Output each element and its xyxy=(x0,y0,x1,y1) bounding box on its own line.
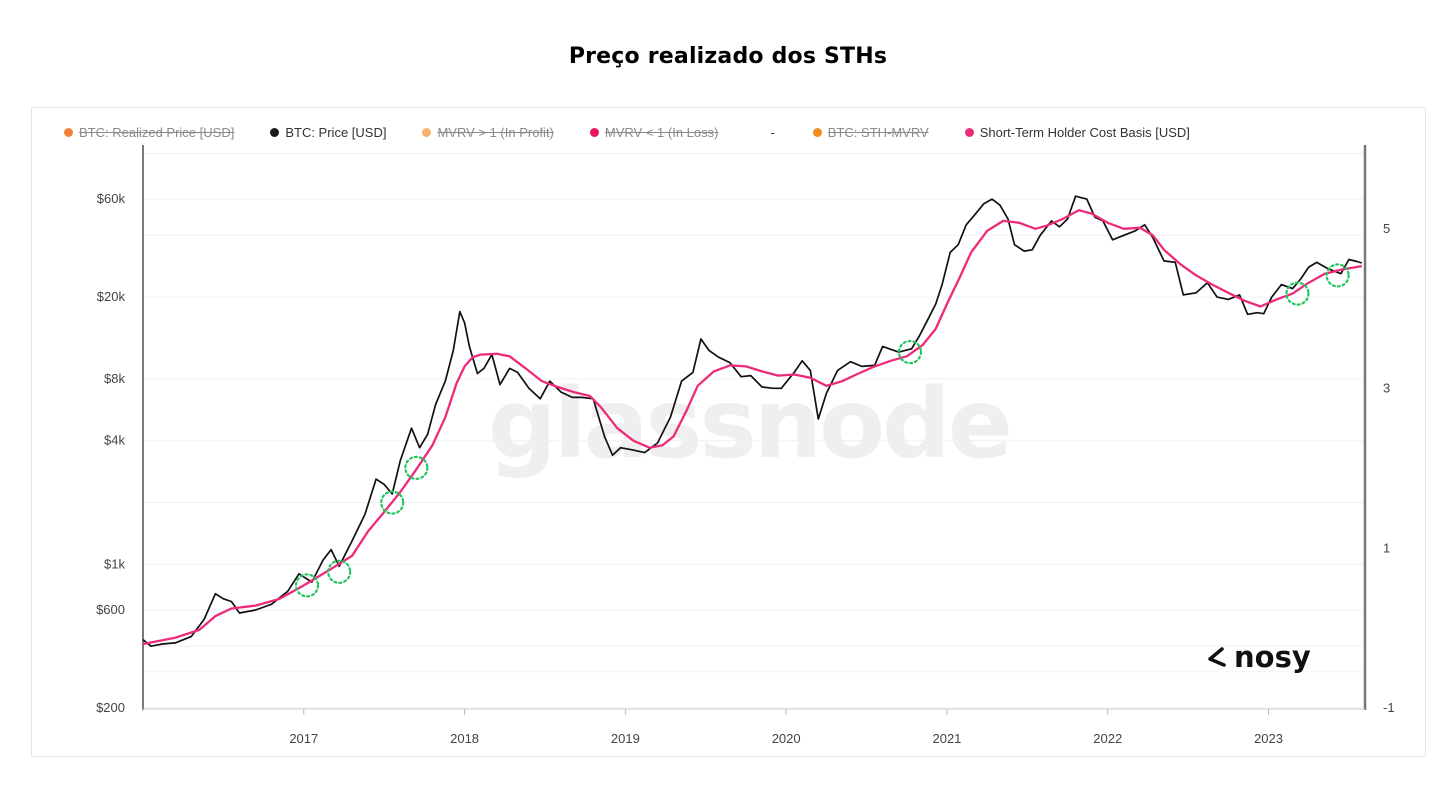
y-tick-label: $4k xyxy=(104,433,125,448)
x-tick-label: 2019 xyxy=(611,731,640,746)
y2-tick-label: 3 xyxy=(1383,381,1390,396)
page-title: Preço realizado dos STHs xyxy=(568,44,888,69)
annotation-circle xyxy=(1285,281,1310,306)
annotation-circle xyxy=(380,490,405,515)
legend-dot-icon xyxy=(812,127,822,137)
chart-axes xyxy=(142,145,1367,715)
legend-label: BTC: Realized Price [USD] xyxy=(79,124,235,140)
x-tick-label: 2023 xyxy=(1254,731,1283,746)
legend-item[interactable]: BTC: STH-MVRV xyxy=(812,124,929,140)
legend-label: MVRV < 1 (In Loss) xyxy=(604,124,719,140)
glassnode-watermark: glassnode xyxy=(488,368,1013,480)
y2-tick-label: 1 xyxy=(1383,540,1390,555)
y2-tick-label: 5 xyxy=(1383,221,1390,236)
price-line xyxy=(142,195,1363,648)
x-tick-label: 2022 xyxy=(1093,731,1122,746)
nosy-logo-text: nosy xyxy=(1234,640,1311,674)
y-tick-label: $200 xyxy=(96,700,125,715)
annotation-circle xyxy=(327,559,352,584)
legend-item[interactable]: MVRV > 1 (In Profit) xyxy=(422,124,554,140)
nosy-mark-icon xyxy=(1208,647,1226,667)
y2-tick-label: -1 xyxy=(1383,700,1395,715)
chart-legend: BTC: Realized Price [USD] BTC: Price [USD… xyxy=(64,122,1190,142)
annotation-circle xyxy=(294,573,320,598)
chart-series xyxy=(142,195,1363,648)
legend-label: BTC: Price [USD] xyxy=(285,124,387,140)
x-tick-label: 2017 xyxy=(289,731,318,746)
nosy-logo: nosy xyxy=(1206,640,1311,674)
legend-dot-icon xyxy=(270,127,280,137)
legend-item[interactable]: Short-Term Holder Cost Basis [USD] xyxy=(964,124,1190,140)
annotation-circle xyxy=(897,339,923,365)
legend-dot-icon xyxy=(64,127,73,137)
chart-annotations xyxy=(294,263,1350,598)
y-tick-label: $20k xyxy=(97,289,126,304)
legend-item[interactable]: BTC: Price [USD] xyxy=(270,125,386,140)
legend-dot-icon xyxy=(964,127,974,137)
legend-dot-icon xyxy=(422,127,432,137)
y-tick-label: $1k xyxy=(104,556,125,571)
y-tick-label: $600 xyxy=(96,602,125,617)
legend-item[interactable]: MVRV < 1 (In Loss) xyxy=(589,124,719,140)
legend-label: Short-Term Holder Cost Basis [USD] xyxy=(979,124,1190,140)
sth-cost-basis-line xyxy=(142,209,1362,646)
chart-gridlines xyxy=(143,153,1365,709)
annotation-circle xyxy=(404,455,429,480)
legend-item[interactable]: BTC: Realized Price [USD] xyxy=(64,125,234,140)
x-tick-label: 2021 xyxy=(932,731,961,746)
legend-dot-icon xyxy=(589,127,599,137)
y-tick-label: $60k xyxy=(97,191,126,206)
x-tick-label: 2020 xyxy=(772,731,801,746)
y-tick-label: $8k xyxy=(104,371,125,386)
legend-label: - xyxy=(770,124,775,140)
chart-tick-labels: $60k $20k $8k $4k $1k $600 $200 5 3 1 -1 2017 2018 20… xyxy=(96,191,1394,746)
annotation-circle xyxy=(1325,263,1350,288)
legend-label: MVRV > 1 (In Profit) xyxy=(437,124,554,140)
legend-label: BTC: STH-MVRV xyxy=(827,124,929,140)
x-tick-label: 2018 xyxy=(450,731,479,746)
legend-item[interactable]: - xyxy=(770,125,774,140)
chart-panel xyxy=(31,107,1426,757)
